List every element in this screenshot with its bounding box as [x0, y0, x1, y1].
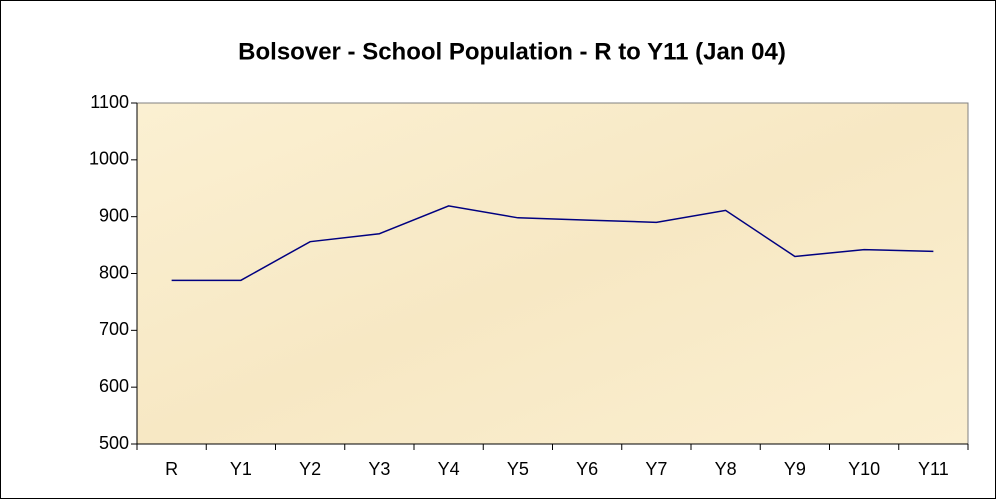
y-tick-label: 1100 — [90, 92, 129, 112]
y-tick-label: 500 — [99, 433, 129, 453]
chart-title: Bolsover - School Population - R to Y11 … — [238, 38, 786, 65]
x-tick-label: Y6 — [576, 459, 598, 479]
x-tick-label: Y9 — [784, 459, 806, 479]
plot-area — [136, 102, 969, 445]
x-tick-label: Y8 — [715, 459, 737, 479]
x-tick-label: Y3 — [368, 459, 390, 479]
x-tick-label: Y5 — [507, 459, 529, 479]
y-tick-label: 1000 — [89, 149, 129, 169]
x-tick-label: Y10 — [848, 459, 880, 479]
y-tick-label: 900 — [99, 205, 129, 225]
x-tick-label: Y2 — [299, 459, 321, 479]
y-tick-label: 800 — [99, 262, 129, 282]
y-tick-label: 700 — [99, 319, 129, 339]
data-line — [171, 205, 934, 282]
x-tick-label: Y11 — [918, 459, 949, 479]
x-tick-label: R — [165, 459, 178, 479]
x-tick-label: Y4 — [438, 459, 460, 479]
y-tick-label: 600 — [99, 376, 129, 396]
x-tick-label: Y1 — [230, 459, 252, 479]
x-tick-label: Y7 — [645, 459, 667, 479]
